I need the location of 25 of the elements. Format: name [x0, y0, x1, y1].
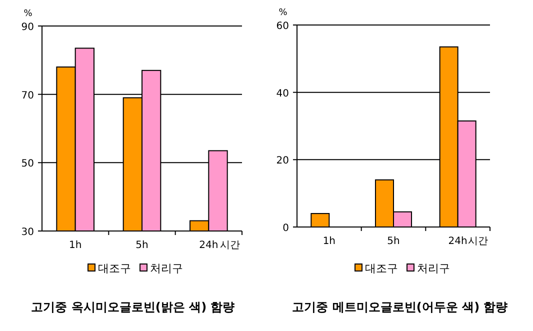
x-tick-label: 24h: [448, 236, 468, 247]
legend-label: 대조구: [365, 262, 398, 275]
x-tick-label: 5h: [387, 236, 400, 247]
y-tick-label: 50: [21, 158, 34, 170]
x-axis-title: 시간: [220, 240, 240, 251]
y-tick-label: 30: [21, 227, 34, 238]
x-tick-label: 5h: [136, 240, 148, 251]
y-tick-label: 20: [276, 156, 289, 167]
text: 고기중 메트미오글로빈(어두운 색) 함량: [292, 300, 508, 314]
text: 고기중 옥시미오글로빈(밝은 색) 함량: [31, 300, 235, 314]
y-tick-label: 70: [21, 90, 34, 102]
legend-label: 처리구: [150, 262, 183, 275]
y-tick-label: 90: [21, 22, 34, 33]
x-tick-label: 24h: [199, 240, 218, 251]
y-tick-label: 40: [276, 88, 289, 100]
y-tick-label: 60: [276, 21, 289, 32]
x-axis-title: 시간: [468, 236, 488, 247]
y-tick-label: 0: [282, 223, 289, 234]
legend-label: 처리구: [417, 262, 450, 275]
legend-label: 대조구: [98, 262, 131, 275]
y-axis-title: %: [278, 8, 288, 18]
y-axis-title: %: [24, 9, 33, 19]
x-tick-label: 1h: [68, 240, 82, 251]
x-tick-label: 1h: [322, 236, 336, 247]
bar: [310, 213, 330, 228]
